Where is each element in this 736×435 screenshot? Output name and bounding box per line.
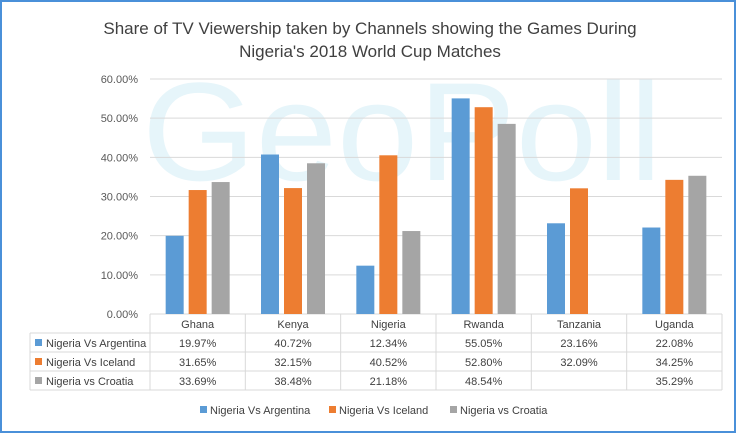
bar [356, 265, 375, 314]
table-series-name: Nigeria Vs Argentina [46, 338, 147, 350]
data-label: 33.69% [179, 376, 217, 388]
y-tick-label: 30.00% [101, 192, 139, 204]
table-series-name: Nigeria vs Croatia [46, 376, 134, 388]
legend-label: Nigeria Vs Iceland [339, 405, 428, 417]
chart-title-line-2: Nigeria's 2018 World Cup Matches [239, 42, 501, 61]
data-label: 22.08% [656, 338, 694, 350]
y-tick-label: 20.00% [101, 231, 139, 243]
legend: Nigeria Vs Argentina Nigeria Vs Iceland Ni… [200, 405, 548, 417]
y-tick-label: 50.00% [101, 113, 139, 125]
x-category-label: Kenya [277, 319, 309, 331]
legend-swatch [329, 406, 336, 413]
data-label: 19.97% [179, 338, 217, 350]
bar [284, 188, 302, 314]
data-label: 32.09% [560, 357, 598, 369]
legend-label: Nigeria vs Croatia [460, 405, 548, 417]
data-label: 48.54% [465, 376, 503, 388]
bar [547, 223, 565, 314]
data-label: 34.25% [656, 357, 694, 369]
x-category-label: Tanzania [557, 319, 602, 331]
bars [165, 98, 707, 314]
x-category-label: Rwanda [463, 319, 504, 331]
bar [402, 231, 421, 314]
data-label: 35.29% [656, 376, 694, 388]
x-category-label: Uganda [655, 319, 694, 331]
data-label: 21.18% [370, 376, 408, 388]
chart-title-line-1: Share of TV Viewership taken by Channels… [103, 19, 636, 38]
bar [688, 175, 707, 314]
data-table: Ghana Kenya Nigeria Rwanda Tanzania Uganda Nig… [29, 314, 723, 391]
data-label: 32.15% [274, 357, 312, 369]
bar [379, 155, 398, 314]
y-tick-label: 10.00% [101, 270, 139, 282]
bar [165, 235, 184, 314]
table-legend-key [35, 339, 42, 346]
x-category-label: Ghana [181, 319, 215, 331]
y-tick-label: 0.00% [107, 309, 138, 321]
y-axis-ticks: 0.00% 10.00% 20.00% 30.00% 40.00% 50.00% 60.00… [101, 74, 139, 321]
table-legend-key [35, 377, 42, 384]
data-label: 55.05% [465, 338, 503, 350]
legend-swatch [200, 406, 207, 413]
y-tick-label: 60.00% [101, 74, 139, 86]
data-label: 40.52% [370, 357, 408, 369]
bar [307, 163, 325, 314]
bar [261, 154, 279, 314]
data-label: 31.65% [179, 357, 217, 369]
table-series-name: Nigeria Vs Iceland [46, 357, 135, 369]
data-label: 12.34% [370, 338, 408, 350]
data-label: 23.16% [560, 338, 598, 350]
legend-label: Nigeria Vs Argentina [210, 405, 311, 417]
table-legend-key [35, 358, 42, 365]
bar [211, 182, 230, 314]
x-category-label: Nigeria [371, 319, 407, 331]
data-label: 38.48% [274, 376, 312, 388]
y-tick-label: 40.00% [101, 152, 139, 164]
data-label: 52.80% [465, 357, 503, 369]
data-label: 40.72% [274, 338, 312, 350]
bar [451, 98, 470, 314]
bar [497, 123, 516, 314]
bar [570, 188, 588, 314]
bar [642, 227, 661, 314]
bar [188, 190, 207, 314]
legend-swatch [450, 406, 457, 413]
bar [665, 179, 684, 314]
bar [474, 107, 493, 314]
